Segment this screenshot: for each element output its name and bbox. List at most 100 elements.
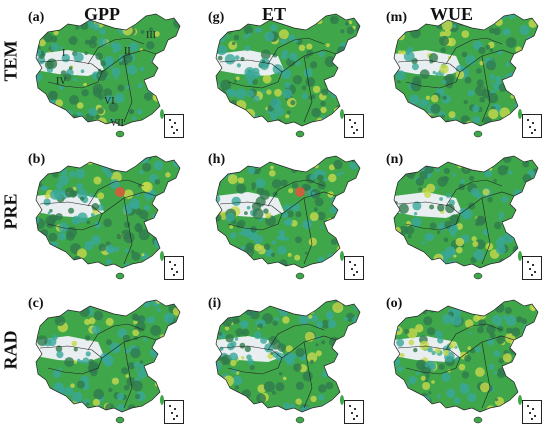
- pixel-patch: [405, 49, 411, 56]
- pixel-patch: [419, 340, 430, 351]
- pixel-patch: [266, 14, 273, 20]
- pixel-patch: [165, 199, 170, 204]
- pixel-patch: [424, 191, 432, 198]
- pixel-patch: [150, 325, 161, 336]
- pixel-patch: [136, 222, 141, 227]
- pixel-patch: [91, 235, 101, 245]
- pixel-patch: [439, 64, 449, 74]
- pixel-patch: [154, 31, 160, 37]
- pixel-patch: [50, 43, 59, 52]
- pixel-patch: [502, 353, 512, 363]
- pixel-patch: [77, 358, 81, 363]
- pixel-patch: [355, 320, 360, 332]
- map-panel: (o): [386, 296, 546, 426]
- pixel-patch: [464, 76, 472, 84]
- pixel-patch: [530, 79, 538, 87]
- pixel-patch: [420, 375, 426, 381]
- pixel-patch: [36, 379, 42, 388]
- pixel-patch: [413, 405, 417, 409]
- red-patch: [295, 187, 305, 197]
- pixel-patch: [173, 79, 180, 85]
- pixel-patch: [347, 345, 352, 350]
- pixel-patch: [346, 378, 352, 384]
- pixel-patch: [432, 70, 436, 75]
- pixel-patch: [522, 96, 526, 100]
- pixel-patch: [306, 352, 318, 363]
- pixel-patch: [499, 107, 511, 118]
- pixel-patch: [523, 389, 528, 395]
- pixel-patch: [490, 80, 494, 84]
- pixel-patch: [255, 156, 264, 164]
- pixel-patch: [171, 361, 179, 370]
- pixel-patch: [488, 108, 499, 120]
- pixel-patch: [142, 162, 152, 172]
- region-boundary: [481, 341, 491, 409]
- pixel-patch: [422, 260, 432, 268]
- pixel-patch: [472, 116, 481, 124]
- pixel-patch: [406, 304, 415, 313]
- pixel-patch: [289, 14, 300, 21]
- pixel-patch: [349, 90, 355, 96]
- region-boundary: [267, 323, 325, 351]
- pixel-patch: [295, 236, 302, 244]
- pixel-patch: [178, 336, 180, 343]
- pixel-patch: [421, 395, 431, 405]
- pixel-patch: [177, 334, 180, 344]
- pixel-patch: [345, 360, 355, 370]
- pixel-patch: [477, 326, 484, 334]
- pixel-patch: [513, 59, 517, 64]
- pixel-patch: [270, 113, 278, 121]
- island-dot: [171, 412, 173, 414]
- pixel-patch: [168, 213, 174, 219]
- pixel-patch: [163, 300, 168, 303]
- pixel-patch: [167, 237, 172, 241]
- pixel-patch: [400, 353, 405, 358]
- pixel-patch: [428, 363, 435, 370]
- pixel-patch: [324, 118, 332, 125]
- pixel-patch: [533, 215, 538, 220]
- pixel-patch: [175, 367, 180, 375]
- pixel-patch: [460, 382, 466, 388]
- map-panel: (n): [386, 152, 546, 282]
- pixel-patch: [61, 405, 68, 411]
- pixel-patch: [397, 365, 404, 372]
- island-dot: [529, 268, 531, 270]
- pixel-patch: [92, 23, 100, 31]
- pixel-patch: [64, 187, 75, 198]
- island-dot: [529, 126, 531, 128]
- pixel-patch: [295, 347, 305, 358]
- pixel-patch: [329, 206, 337, 214]
- pixel-patch: [235, 398, 242, 405]
- china-map: [35, 155, 181, 280]
- pixel-patch: [464, 354, 472, 362]
- pixel-patch: [50, 189, 61, 200]
- pixel-patch: [530, 301, 535, 306]
- pixel-patch: [463, 99, 468, 105]
- pixel-patch: [47, 211, 51, 215]
- pixel-patch: [453, 156, 459, 159]
- pixel-patch: [166, 196, 174, 204]
- pixel-patch: [296, 60, 302, 66]
- pixel-patch: [216, 44, 228, 56]
- pixel-patch: [479, 162, 484, 168]
- pixel-patch: [462, 300, 469, 304]
- pixel-patch: [109, 342, 121, 354]
- pixel-patch: [355, 94, 360, 102]
- pixel-patch: [419, 19, 425, 26]
- pixel-patch: [398, 225, 408, 235]
- region-boundary: [397, 345, 461, 375]
- pixel-patch: [150, 79, 159, 87]
- pixel-patch: [518, 341, 524, 347]
- pixel-patch: [394, 356, 401, 367]
- pixel-patch: [443, 167, 450, 174]
- pixel-patch: [67, 117, 73, 123]
- island-dot: [169, 261, 171, 263]
- pixel-patch: [439, 35, 449, 46]
- pixel-patch: [495, 244, 506, 255]
- pixel-patch: [282, 376, 287, 381]
- pixel-patch: [318, 384, 327, 393]
- pixel-patch: [278, 234, 285, 241]
- pixel-patch: [438, 363, 445, 370]
- pixel-patch: [426, 16, 431, 20]
- pixel-patch: [130, 156, 140, 162]
